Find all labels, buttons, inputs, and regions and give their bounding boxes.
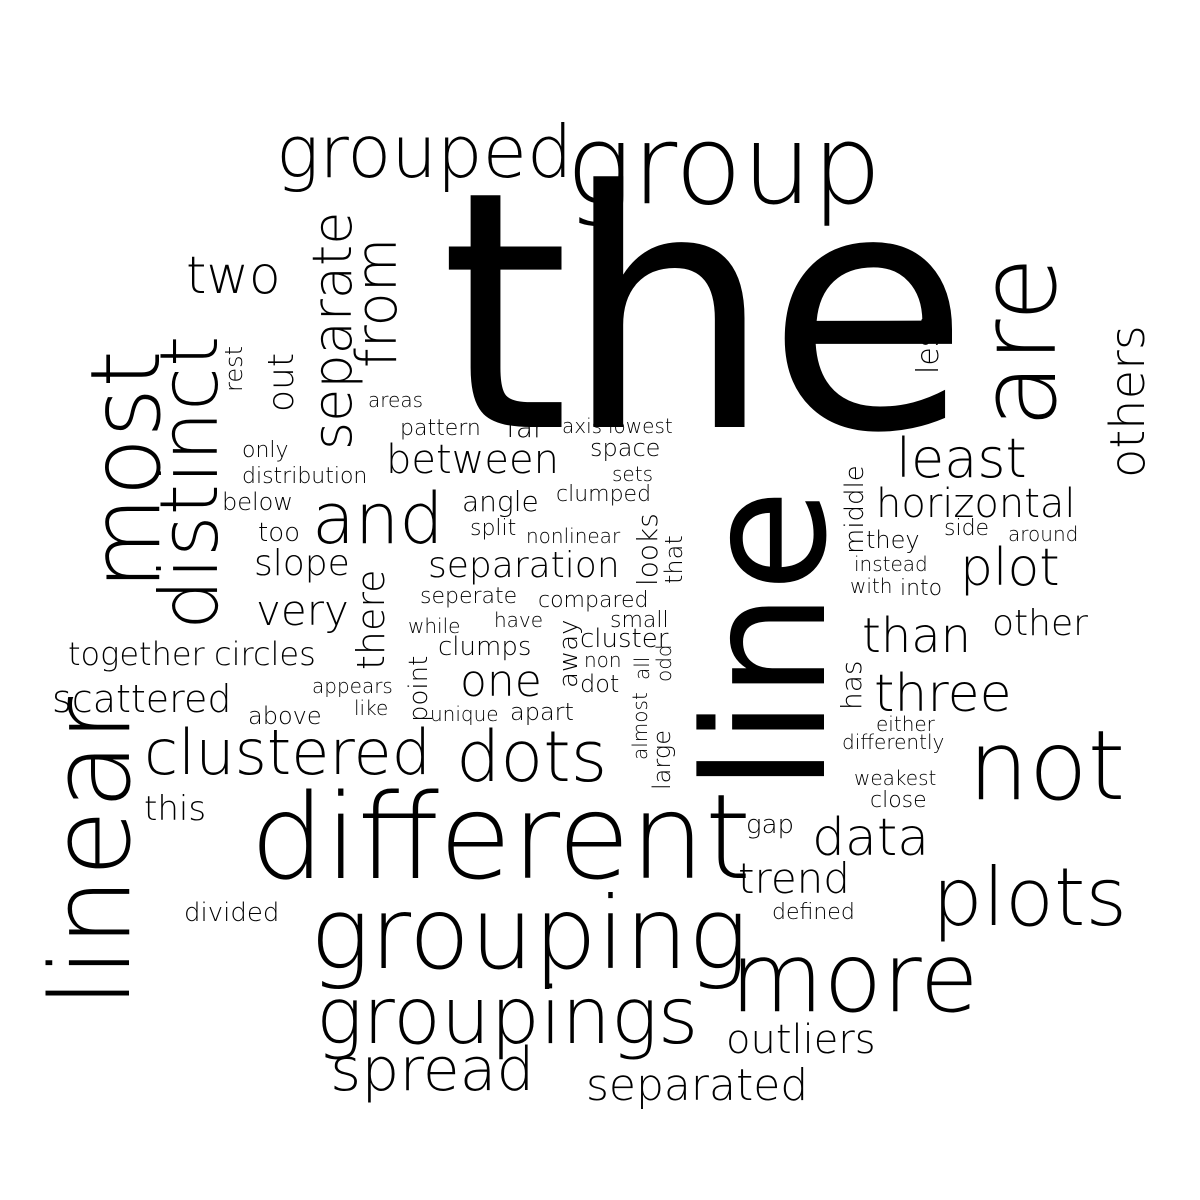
word-more: more [730,922,979,1034]
word-different: different [250,768,752,906]
word-out: out [261,353,302,412]
word-above: above [248,702,322,730]
word-has: has [835,660,868,711]
word-plots: plots [932,851,1127,944]
word-they: they [866,526,920,554]
word-axis: axis [562,414,603,438]
word-far: far [506,411,545,444]
word-line: line [668,488,864,792]
word-groupings: groupings [316,972,699,1062]
word-distinct: distinct [143,335,236,630]
word-only: only [242,438,289,463]
word-side: side [944,516,990,541]
word-other: other [992,603,1088,644]
word-pattern: pattern [400,416,481,441]
word-defined: defined [772,900,855,925]
word-middle: middle [840,465,870,554]
word-two: two [186,246,281,306]
word-that: that [660,535,688,584]
word-least: least [896,427,1027,490]
word-below: below [222,488,293,516]
word-large: large [648,730,676,790]
word-grouping: grouping [310,875,749,992]
word-together: together [68,635,205,673]
word-than: than [862,608,972,664]
word-weakest: weakest [854,766,937,790]
word-trend: trend [738,854,850,903]
word-seperate: seperate [420,584,518,609]
word-spread: spread [330,1035,535,1105]
word-outliers: outliers [726,1017,876,1063]
word-data: data [812,808,930,868]
word-angle: angle [462,485,539,518]
word-cluster: cluster [580,624,669,654]
word-have: have [494,608,544,632]
word-the: the [440,121,970,505]
word-clumps: clumps [438,632,532,662]
word-close: close [870,788,927,813]
word-with: with [850,574,893,598]
word-split: split [470,516,517,541]
word-distribution: distribution [242,464,368,489]
word-rest: rest [220,345,248,392]
word-not: not [968,710,1126,822]
word-dots: dots [456,716,608,798]
word-around: around [1008,522,1079,546]
word-dot: dot [580,670,620,698]
word-nonlinear: nonlinear [526,524,621,548]
word-all: all [630,656,654,680]
word-horizontal: horizontal [876,481,1076,527]
word-grouped: grouped [276,110,573,194]
word-less: less [911,315,946,374]
word-either: either [876,712,935,736]
word-circles: circles [214,635,316,673]
word-point: point [404,655,434,722]
word-looks: looks [631,513,664,586]
word-slope: slope [254,543,350,584]
word-linear: linear [27,696,155,1008]
word-appears: appears [312,674,393,698]
word-away: away [554,619,584,688]
word-separated: separated [586,1060,809,1111]
word-one: one [460,656,542,707]
word-clumped: clumped [556,482,652,507]
word-space: space [590,434,661,462]
word-there: there [349,569,393,670]
word-others: others [1100,325,1156,478]
word-compared: compared [538,588,649,613]
word-separation: separation [428,545,620,586]
word-this: this [144,789,207,829]
word-areas: areas [368,388,424,412]
word-while: while [408,614,461,638]
word-scattered: scattered [52,677,232,721]
word-sets: sets [612,462,653,486]
word-very: very [256,586,349,635]
word-from: from [345,237,410,368]
word-divided: divided [184,898,280,928]
word-unique: unique [430,702,499,726]
word-are: are [957,256,1080,428]
word-between: between [386,437,559,483]
word-and: and [312,478,444,560]
word-lowest: lowest [608,414,673,438]
word-three: three [874,664,1012,724]
word-plot: plot [960,538,1060,598]
word-clustered: clustered [144,716,431,789]
word-differently: differently [842,730,945,754]
word-small: small [610,608,669,633]
word-into: into [900,576,943,601]
word-too: too [258,518,301,548]
word-group: group [566,101,882,229]
word-apart: apart [510,698,574,726]
word-like: like [354,696,389,720]
word-instead: instead [854,552,928,576]
word-gap: gap [746,810,795,840]
word-almost: almost [628,692,652,760]
word-non: non [584,648,622,672]
